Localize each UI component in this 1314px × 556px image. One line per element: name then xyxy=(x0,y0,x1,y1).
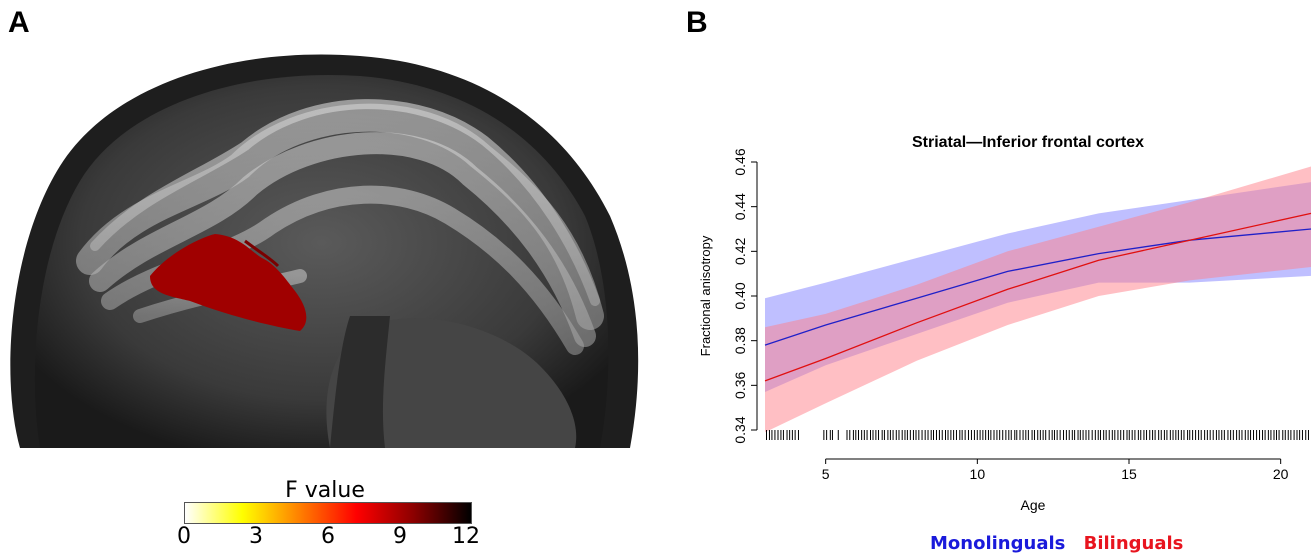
y-tick-label: 0.44 xyxy=(732,193,748,220)
brain-tractography-image xyxy=(0,46,650,448)
colorbar-tick: 0 xyxy=(177,524,191,549)
colorbar-tick: 12 xyxy=(452,524,480,549)
colorbar-tick: 9 xyxy=(393,524,407,549)
rug-marks xyxy=(766,430,1309,440)
chart-title: Striatal—Inferior frontal cortex xyxy=(912,134,1144,151)
y-tick-label: 0.40 xyxy=(732,282,748,309)
y-tick-label: 0.46 xyxy=(732,148,748,175)
y-tick-label: 0.38 xyxy=(732,327,748,354)
y-tick-label: 0.42 xyxy=(732,237,748,264)
legend-monolinguals: Monolinguals xyxy=(930,533,1066,554)
x-tick-label: 15 xyxy=(1121,466,1137,482)
fa-age-chart: Striatal—Inferior frontal cortex 0.34 0.36… xyxy=(698,134,1312,513)
y-tick-label: 0.34 xyxy=(732,416,748,443)
panel-a-label: A xyxy=(8,6,30,39)
brainstem xyxy=(330,316,390,448)
y-axis-label: Fractional anisotropy xyxy=(698,235,713,356)
cerebellum-region xyxy=(326,318,577,448)
series-line-bilinguals xyxy=(764,212,1312,382)
confidence-band-bilinguals xyxy=(765,166,1311,433)
x-tick-label: 20 xyxy=(1273,466,1289,482)
chart-legend: Monolinguals Bilinguals xyxy=(930,533,1195,554)
legend-bilinguals: Bilinguals xyxy=(1083,533,1184,554)
significant-tract-highlight xyxy=(150,234,307,331)
x-tick-label: 10 xyxy=(970,466,986,482)
colorbar-tick: 6 xyxy=(321,524,335,549)
x-axis-label: Age xyxy=(1021,497,1046,513)
f-value-colorbar xyxy=(184,502,472,524)
y-tick-label: 0.36 xyxy=(732,371,748,398)
colorbar-tick: 3 xyxy=(249,524,263,549)
x-tick-label: 5 xyxy=(822,466,830,482)
colorbar-title: F value xyxy=(285,478,365,503)
panel-b-label: B xyxy=(686,6,708,39)
